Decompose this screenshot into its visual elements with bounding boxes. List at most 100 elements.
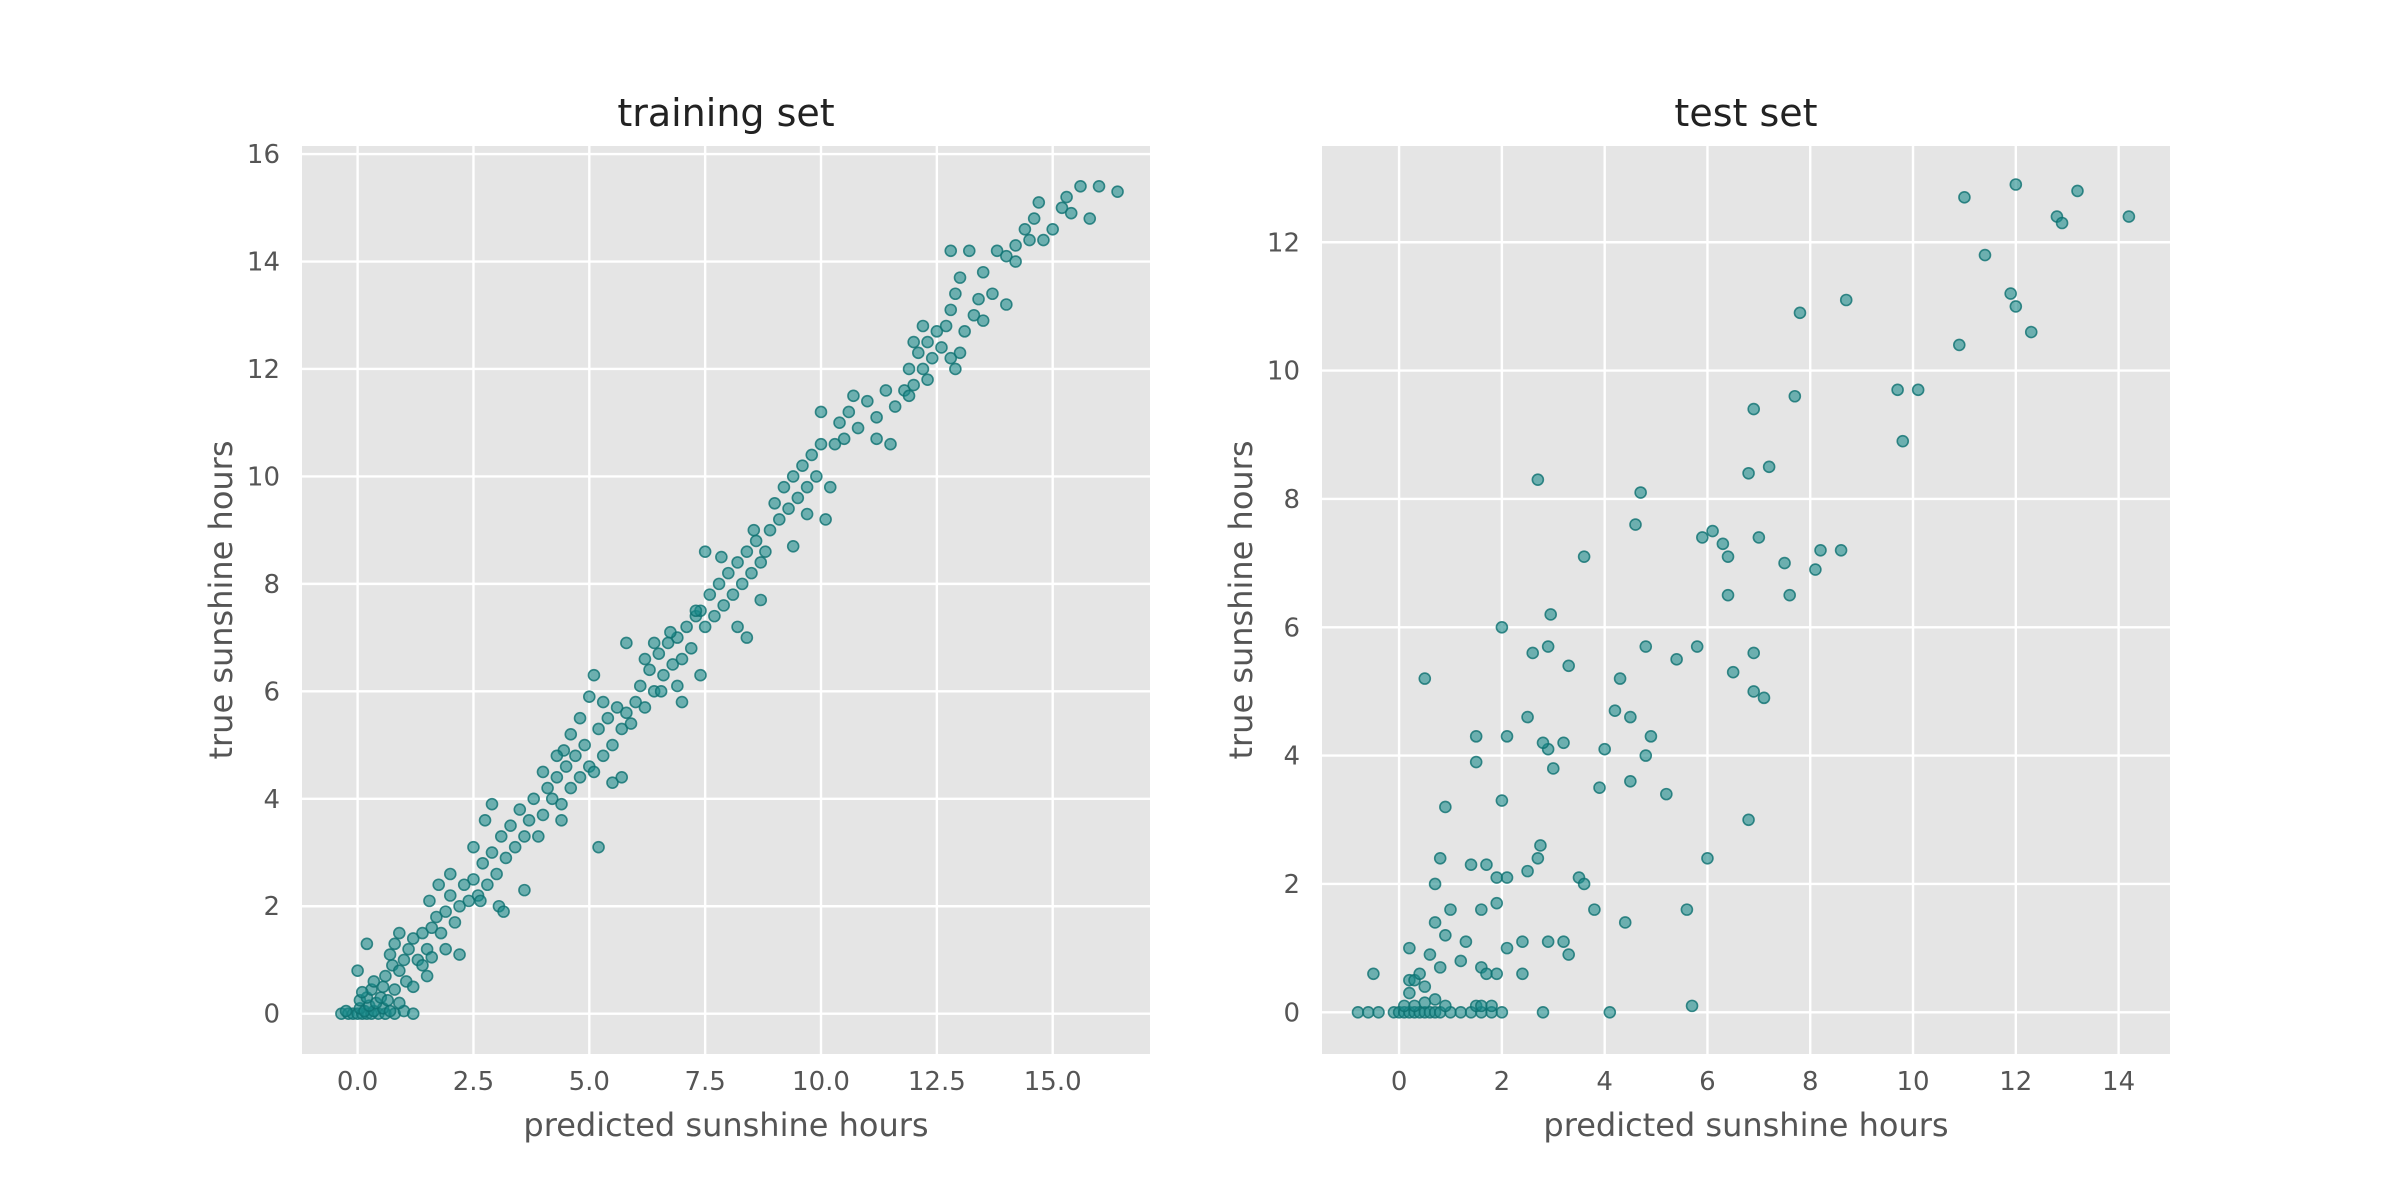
training-set-point xyxy=(754,556,768,569)
test-set-point xyxy=(2009,300,2023,313)
test-set-point xyxy=(1439,999,1452,1013)
training-set-plot-area xyxy=(302,146,1150,1054)
test-set-point xyxy=(1562,948,1575,961)
training-set-y-tick-label: 4 xyxy=(263,785,280,815)
test-set-x-tick-label: 14 xyxy=(2102,1067,2135,1097)
test-set-point xyxy=(1372,1005,1385,1019)
test-set-point xyxy=(1536,736,1550,750)
test-set-point xyxy=(1480,858,1493,871)
test-set-point xyxy=(1459,935,1473,949)
training-set-point xyxy=(782,502,795,515)
training-set-point xyxy=(1046,222,1059,236)
training-set-point xyxy=(497,905,510,918)
training-set-point xyxy=(555,813,568,827)
training-set-point xyxy=(828,437,842,451)
training-set-y-axis-label: true sunshine hours xyxy=(202,440,240,759)
training-set-point xyxy=(406,980,420,994)
test-set-point xyxy=(1834,543,1848,557)
training-set-point xyxy=(1083,212,1097,225)
training-set-point xyxy=(425,921,439,935)
test-set-point xyxy=(1475,999,1488,1013)
training-set-point xyxy=(1018,222,1032,236)
training-set-point xyxy=(902,362,916,376)
training-set-point xyxy=(870,432,883,446)
test-set-point xyxy=(1809,563,1822,576)
training-set-point xyxy=(747,523,761,537)
training-set-y-tick-label: 2 xyxy=(263,892,280,922)
training-set-point xyxy=(573,771,587,784)
test-set-point xyxy=(1531,851,1545,865)
training-set-point xyxy=(550,771,564,784)
test-set-point xyxy=(1701,851,1714,865)
training-set-point xyxy=(810,470,823,483)
training-set-point xyxy=(657,668,670,682)
test-set-point xyxy=(1454,954,1468,968)
test-set-point xyxy=(1541,935,1555,949)
training-set-point xyxy=(698,620,712,634)
test-set-point xyxy=(1624,774,1637,788)
training-set-point xyxy=(518,830,531,843)
training-set-point xyxy=(559,760,573,773)
training-set-point xyxy=(1064,206,1078,220)
training-set-point xyxy=(652,647,666,661)
training-set-point xyxy=(596,695,610,709)
training-set-x-tick-label: 5.0 xyxy=(569,1067,610,1097)
training-set-point xyxy=(550,749,564,763)
test-set-point xyxy=(1670,653,1683,666)
training-set-point xyxy=(708,609,721,623)
training-set-point xyxy=(735,577,749,591)
test-set-point xyxy=(1433,961,1447,974)
training-set-point xyxy=(606,738,619,752)
training-set-y-tick-label: 16 xyxy=(247,140,280,170)
training-set-point xyxy=(397,953,411,967)
test-set-point xyxy=(1639,640,1653,653)
training-set-point xyxy=(1009,255,1022,268)
training-set-point xyxy=(633,679,647,693)
training-set-point xyxy=(703,588,717,601)
training-set-panel: training set predicted sunshine hours tr… xyxy=(202,91,1150,1144)
training-set-point xyxy=(847,389,860,403)
test-set-point xyxy=(1500,941,1514,955)
training-set-point xyxy=(772,513,786,526)
test-set-point xyxy=(1911,383,1925,397)
training-set-point xyxy=(476,856,490,870)
training-set-y-tick-label: 10 xyxy=(247,462,280,492)
training-set-point xyxy=(837,432,851,446)
test-set-point xyxy=(1495,794,1509,807)
training-set-point xyxy=(953,346,967,360)
training-set-point xyxy=(393,996,406,1010)
test-set-x-tick-label: 6 xyxy=(1699,1067,1716,1097)
test-set-point xyxy=(1958,191,1971,204)
test-set-point xyxy=(1521,864,1534,878)
training-set-point xyxy=(416,926,429,940)
test-set-point xyxy=(1788,389,1802,403)
training-set-point xyxy=(1074,179,1087,193)
test-set-point xyxy=(1418,980,1432,993)
test-set-point xyxy=(1469,755,1483,769)
test-set-point xyxy=(1690,640,1704,653)
training-set-point xyxy=(1000,249,1013,263)
test-set-point xyxy=(1613,672,1627,685)
training-set-point xyxy=(573,711,587,725)
training-set-point xyxy=(796,459,809,472)
training-set-point xyxy=(884,437,897,451)
training-set-point xyxy=(504,819,517,832)
training-set-point xyxy=(777,480,791,494)
training-set-point xyxy=(1037,233,1050,247)
training-set-x-tick-label: 2.5 xyxy=(453,1067,494,1097)
training-set-point xyxy=(478,813,492,827)
training-set-x-axis-label: predicted sunshine hours xyxy=(523,1106,928,1144)
test-set-point xyxy=(2009,178,2023,191)
test-set-point xyxy=(1639,749,1653,762)
training-set-point xyxy=(481,878,494,892)
training-set-point xyxy=(819,513,832,526)
training-set-point xyxy=(406,1007,420,1021)
test-set-point xyxy=(1608,704,1622,717)
training-set-point xyxy=(935,341,948,354)
training-set-point xyxy=(439,905,452,918)
test-set-point xyxy=(1726,665,1740,679)
test-set-point xyxy=(1351,1005,1365,1019)
test-set-point xyxy=(2055,216,2069,230)
test-set-point xyxy=(1762,460,1776,474)
training-set-point xyxy=(722,566,735,580)
